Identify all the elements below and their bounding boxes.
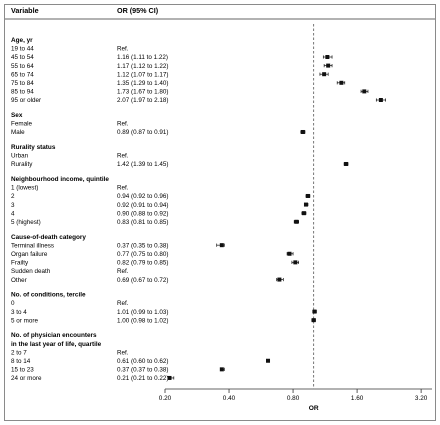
row-label: Male (11, 129, 25, 136)
group-title-6-line-1: in the last year of life, quartile (11, 341, 102, 348)
x-axis-title: OR (309, 405, 319, 412)
group-title-4: Cause-of-death category (11, 234, 86, 241)
row-label: 3 (11, 202, 15, 209)
row-label: 8 to 14 (11, 358, 31, 365)
row-label: 2 (11, 193, 15, 200)
row-or-ci: 1.00 (0.98 to 1.02) (117, 317, 168, 324)
or-point (277, 277, 282, 282)
row-label: Other (11, 277, 27, 284)
row-or-ci: Ref. (117, 300, 129, 307)
row-or-ci: 0.92 (0.91 to 0.94) (117, 202, 168, 209)
row-or-ci: Ref. (117, 268, 129, 275)
or-point (326, 63, 331, 68)
row-or-ci: 1.01 (0.99 to 1.03) (117, 309, 168, 316)
row-or-ci: 0.77 (0.75 to 0.80) (117, 251, 168, 258)
row-label: 5 or more (11, 317, 38, 324)
row-label: 5 (highest) (11, 219, 41, 226)
row-label: Organ failure (11, 251, 48, 258)
row-or-ci: Ref. (117, 349, 129, 356)
or-point (167, 375, 172, 380)
x-tick-label: 0.80 (287, 395, 300, 402)
or-point (312, 309, 317, 314)
row-or-ci: 0.37 (0.35 to 0.38) (117, 242, 168, 249)
or-point (287, 251, 292, 256)
group-title-3: Neighbourhood income, quintile (11, 176, 109, 183)
row-or-ci: Ref. (117, 185, 129, 192)
or-point (322, 72, 327, 77)
row-or-ci: 0.83 (0.81 to 0.85) (117, 219, 168, 226)
row-or-ci: Ref. (117, 153, 129, 160)
or-point (311, 318, 316, 323)
or-point (339, 80, 344, 85)
row-or-ci: 0.37 (0.37 to 0.38) (117, 367, 168, 374)
or-point (219, 367, 224, 372)
group-title-1: Sex (11, 112, 23, 119)
row-or-ci: 2.07 (1.97 to 2.18) (117, 97, 168, 104)
or-point (293, 260, 298, 265)
row-label: 65 to 74 (11, 71, 34, 78)
or-point (294, 219, 299, 224)
or-point (362, 89, 367, 94)
or-point (303, 202, 308, 207)
row-or-ci: 0.90 (0.88 to 0.92) (117, 210, 168, 217)
row-or-ci: 1.16 (1.11 to 1.22) (117, 54, 168, 61)
row-label: 1 (lowest) (11, 185, 38, 192)
x-tick-label: 1.60 (351, 395, 364, 402)
header-variable: Variable (11, 6, 39, 15)
row-or-ci: 0.61 (0.60 to 0.62) (117, 358, 168, 365)
row-label: 45 to 54 (11, 54, 34, 61)
row-or-ci: Ref. (117, 46, 129, 53)
row-or-ci: 0.94 (0.92 to 0.96) (117, 193, 168, 200)
row-label: 55 to 64 (11, 63, 34, 70)
or-point (300, 129, 305, 134)
row-label: 15 to 23 (11, 367, 34, 374)
row-label: Rurality (11, 161, 33, 168)
row-label: Terminal illness (11, 242, 54, 249)
or-point (301, 211, 306, 216)
or-point (219, 243, 224, 248)
row-label: Sudden death (11, 268, 51, 275)
row-label: 85 to 94 (11, 89, 34, 96)
x-tick-label: 0.20 (159, 395, 172, 402)
row-label: Urban (11, 153, 29, 160)
row-label: Frailty (11, 260, 29, 267)
row-label: 75 to 84 (11, 80, 34, 87)
row-or-ci: 0.89 (0.87 to 0.91) (117, 129, 168, 136)
row-or-ci: 0.82 (0.79 to 0.85) (117, 260, 168, 267)
group-title-2: Rurality status (11, 144, 56, 151)
row-or-ci: Ref. (117, 121, 129, 128)
group-title-5: No. of conditions, tercile (11, 292, 86, 299)
x-tick-label: 0.40 (223, 395, 236, 402)
row-label: 95 or older (11, 97, 41, 104)
row-label: 2 to 7 (11, 349, 27, 356)
row-or-ci: 0.69 (0.67 to 0.72) (117, 277, 168, 284)
or-point (305, 193, 310, 198)
header-or-ci: OR (95% CI) (117, 6, 159, 15)
row-label: 4 (11, 210, 15, 217)
group-title-0: Age, yr (11, 37, 33, 44)
or-point (266, 358, 271, 363)
row-or-ci: 1.73 (1.67 to 1.80) (117, 89, 168, 96)
row-or-ci: 1.35 (1.29 to 1.40) (117, 80, 168, 87)
group-title-6-line-0: No. of physician encounters (11, 332, 97, 339)
or-point (378, 98, 383, 102)
or-point (344, 161, 349, 166)
row-label: 19 to 44 (11, 46, 34, 53)
row-or-ci: 1.42 (1.39 to 1.45) (117, 161, 168, 168)
row-label: Female (11, 121, 32, 128)
row-or-ci: 1.12 (1.07 to 1.17) (117, 71, 168, 78)
chart-frame (4, 4, 436, 421)
row-or-ci: 1.17 (1.12 to 1.22) (117, 63, 168, 70)
x-tick-label: 3.20 (415, 395, 428, 402)
or-point (325, 55, 330, 59)
row-label: 3 to 4 (11, 309, 27, 316)
row-label: 0 (11, 300, 15, 307)
row-or-ci: 0.21 (0.21 to 0.22) (117, 375, 168, 382)
row-label: 24 or more (11, 375, 42, 382)
